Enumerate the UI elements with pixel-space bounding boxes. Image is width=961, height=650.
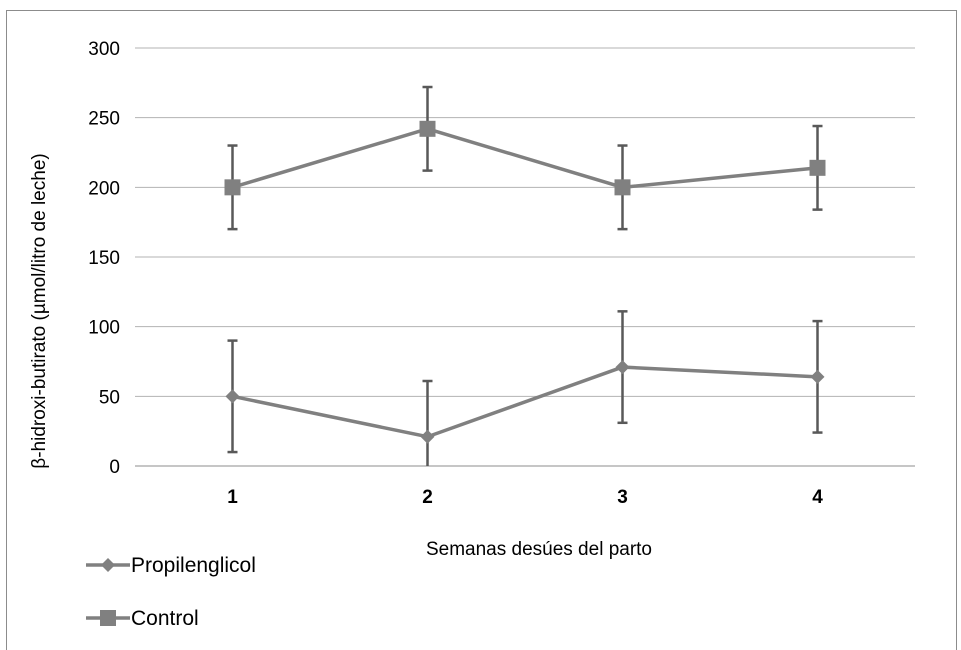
legend-diamond-marker [101, 558, 115, 572]
x-tick-labels: 1 2 3 4 [227, 487, 823, 508]
x-tick-2: 2 [422, 487, 433, 508]
series-markers [224, 120, 826, 444]
y-tick-labels: 0 50 100 150 200 250 300 [88, 39, 120, 478]
propilenglicol-point-1 [225, 389, 240, 404]
y-tick-150: 150 [88, 248, 120, 269]
x-tick-3: 3 [617, 487, 628, 508]
legend: Propilenglicol Control [86, 554, 256, 630]
x-tick-1: 1 [227, 487, 238, 508]
y-tick-250: 250 [88, 109, 120, 130]
y-tick-0: 0 [109, 457, 120, 478]
chart-frame [6, 10, 957, 650]
legend-square-marker [100, 610, 116, 626]
propilenglicol-errorbar-2 [422, 379, 433, 466]
legend-label: Propilenglicol [131, 554, 256, 577]
error-bars [227, 85, 823, 466]
y-tick-100: 100 [88, 318, 120, 339]
y-tick-50: 50 [99, 387, 120, 408]
propilenglicol-point-3 [615, 360, 630, 375]
gridlines [135, 47, 915, 467]
x-axis-label: Semanas desúes del parto [426, 539, 652, 560]
propilenglicol-point-2 [420, 429, 435, 444]
series-lines [231, 126, 818, 439]
control-line [231, 126, 818, 190]
propilenglicol-point-4 [810, 369, 825, 384]
control-point-1 [224, 179, 241, 196]
y-tick-300: 300 [88, 39, 120, 60]
control-point-2 [419, 120, 436, 137]
legend-label: Control [131, 607, 199, 630]
y-axis-label: β-hidroxi-butirato (µmol/litro de leche) [29, 153, 50, 468]
control-point-4 [809, 159, 826, 176]
x-tick-4: 4 [812, 487, 823, 508]
propilenglicol-line [232, 365, 818, 439]
legend-entry-propilenglicol: Propilenglicol [86, 554, 256, 577]
legend-entry-control: Control [86, 607, 199, 630]
control-point-3 [614, 179, 631, 196]
y-tick-200: 200 [88, 178, 120, 199]
